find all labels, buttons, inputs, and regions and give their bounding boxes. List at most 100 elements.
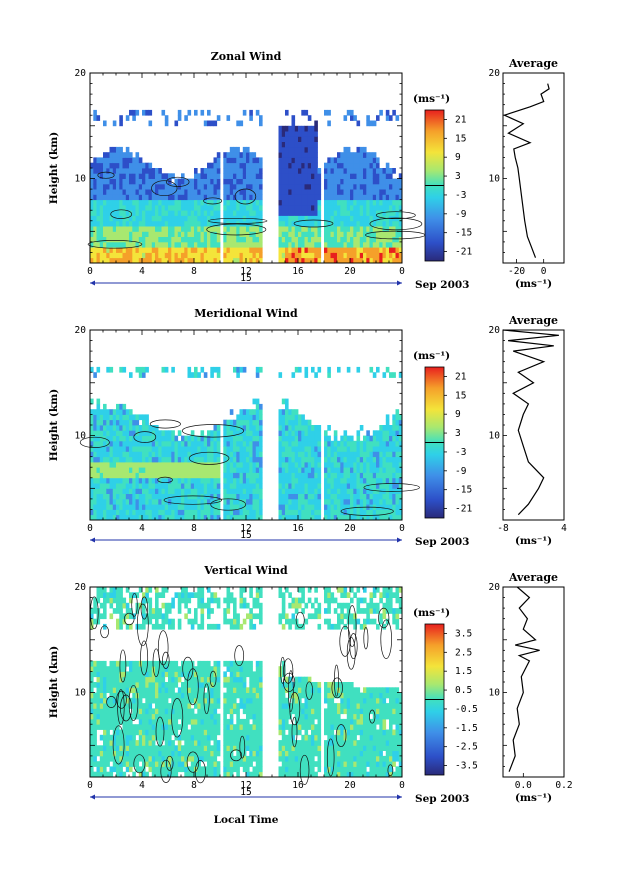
heatmap-cell: [301, 483, 305, 489]
heatmap-cell: [99, 236, 104, 243]
heatmap-cell: [119, 761, 123, 767]
heatmap-cell: [239, 472, 244, 479]
heatmap-cell: [155, 446, 159, 452]
heatmap-cell: [90, 477, 94, 484]
heatmap-cell: [343, 204, 348, 211]
heatmap-cell: [281, 493, 286, 500]
heatmap-cell: [112, 697, 117, 704]
heatmap-cell: [171, 766, 175, 773]
heatmap-cell: [132, 592, 136, 598]
heatmap-cell: [116, 493, 120, 500]
heatmap-cell: [246, 419, 250, 426]
heatmap-cell: [112, 671, 117, 678]
heatmap-cell: [112, 257, 117, 264]
heatmap-cell: [385, 467, 390, 473]
heatmap-cell: [177, 231, 182, 237]
heatmap-cell: [213, 509, 218, 516]
heatmap-cell: [132, 713, 136, 720]
heatmap-cell: [353, 152, 357, 158]
heatmap-cell: [184, 488, 188, 494]
heatmap-cell: [340, 241, 344, 248]
heatmap-cell: [155, 671, 159, 678]
heatmap-cell: [301, 199, 305, 206]
heatmap-cell: [327, 210, 331, 216]
heatmap-cell: [116, 257, 120, 264]
heatmap-cell: [138, 199, 143, 206]
profile-x-tick-label: -8: [497, 523, 509, 534]
heatmap-cell: [174, 592, 179, 598]
heatmap-cell: [142, 162, 146, 169]
heatmap-cell: [298, 509, 302, 516]
day-bar-arrow: [397, 537, 402, 543]
heatmap-cell: [229, 461, 234, 468]
heatmap-cell: [291, 514, 296, 521]
heatmap-cell: [194, 366, 198, 373]
heatmap-cell: [346, 231, 351, 237]
heatmap-cell: [194, 472, 198, 479]
heatmap-cell: [343, 504, 348, 510]
heatmap-cell: [99, 587, 104, 593]
heatmap-cell: [226, 252, 231, 259]
heatmap-cell: [109, 425, 114, 431]
heatmap-cell: [207, 189, 211, 195]
heatmap-cell: [301, 157, 305, 164]
heatmap-cell: [168, 241, 172, 248]
heatmap-cell: [119, 220, 123, 227]
heatmap-cell: [142, 461, 146, 468]
heatmap-cell: [203, 729, 208, 736]
heatmap-cell: [226, 703, 231, 709]
heatmap-cell: [200, 472, 205, 479]
heatmap-cell: [112, 514, 117, 521]
heatmap-cell: [314, 125, 318, 132]
heatmap-cell: [116, 435, 120, 442]
heatmap-cell: [125, 587, 130, 593]
heatmap-cell: [239, 425, 244, 431]
heatmap-cell: [96, 366, 101, 373]
heatmap-cell: [350, 252, 354, 259]
heatmap-cell: [93, 718, 97, 725]
heatmap-cell: [246, 231, 250, 237]
heatmap-cell: [103, 199, 107, 206]
heatmap-cell: [90, 398, 94, 405]
heatmap-cell: [353, 215, 357, 222]
heatmap-cell: [281, 467, 286, 473]
heatmap-cell: [288, 168, 292, 174]
heatmap-cell: [281, 146, 286, 153]
heatmap-cell: [145, 215, 149, 222]
heatmap-cell: [216, 766, 221, 773]
heatmap-cell: [356, 483, 361, 489]
heatmap-cell: [148, 488, 153, 494]
heatmap-cell: [382, 231, 387, 237]
heatmap-cell: [197, 724, 201, 730]
heatmap-cell: [155, 692, 159, 699]
heatmap-cell: [324, 472, 328, 479]
heatmap-cell: [116, 247, 120, 253]
heatmap-cell: [288, 194, 292, 201]
heatmap-cell: [304, 498, 309, 505]
heatmap-cell: [330, 162, 335, 169]
heatmap-cell: [106, 671, 110, 678]
heatmap-cell: [171, 498, 175, 505]
heatmap-cell: [385, 483, 390, 489]
heatmap-cell: [103, 666, 107, 672]
heatmap-cell: [158, 623, 162, 630]
heatmap-cell: [203, 189, 208, 195]
heatmap-cell: [200, 226, 205, 232]
heatmap-cell: [216, 152, 221, 158]
heatmap-cell: [278, 226, 283, 232]
heatmap-cell: [385, 461, 390, 468]
heatmap-cell: [369, 456, 374, 463]
heatmap-cell: [197, 477, 201, 484]
heatmap-cell: [109, 509, 114, 516]
heatmap-cell: [376, 236, 380, 243]
heatmap-cell: [181, 692, 185, 699]
heatmap-cell: [194, 252, 198, 259]
heatmap-cell: [119, 771, 123, 778]
heatmap-cell: [155, 477, 159, 484]
heatmap-cell: [301, 189, 305, 195]
heatmap-cell: [343, 257, 348, 264]
heatmap-cell: [119, 204, 123, 211]
heatmap-cell: [190, 692, 195, 699]
heatmap-cell: [99, 592, 104, 598]
